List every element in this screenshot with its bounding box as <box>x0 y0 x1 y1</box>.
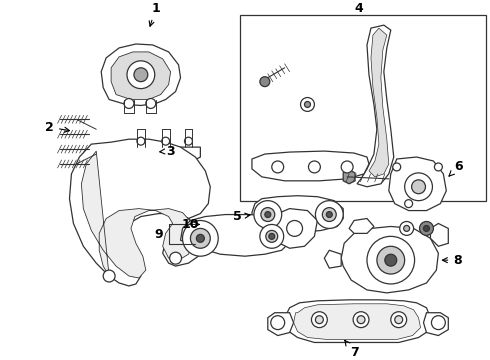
Circle shape <box>196 234 204 242</box>
Polygon shape <box>252 151 369 181</box>
Polygon shape <box>324 250 341 268</box>
Polygon shape <box>101 44 180 105</box>
Text: 5: 5 <box>233 210 250 223</box>
Polygon shape <box>180 215 292 256</box>
Text: 9: 9 <box>154 228 163 241</box>
Circle shape <box>326 212 332 217</box>
Circle shape <box>357 316 365 324</box>
Polygon shape <box>113 147 200 164</box>
Circle shape <box>435 163 442 171</box>
Circle shape <box>322 208 336 221</box>
Text: 6: 6 <box>449 161 463 176</box>
Circle shape <box>419 221 434 235</box>
Polygon shape <box>294 304 420 339</box>
Circle shape <box>170 252 181 264</box>
Polygon shape <box>111 52 171 99</box>
Circle shape <box>266 230 278 242</box>
Circle shape <box>265 212 271 217</box>
Circle shape <box>260 77 270 87</box>
Polygon shape <box>430 224 448 246</box>
Circle shape <box>385 254 397 266</box>
Polygon shape <box>423 313 448 336</box>
Circle shape <box>405 200 413 208</box>
Text: 2: 2 <box>45 121 70 134</box>
Polygon shape <box>357 25 394 187</box>
Circle shape <box>162 137 170 145</box>
Circle shape <box>261 208 275 221</box>
Text: 1: 1 <box>149 2 160 26</box>
Polygon shape <box>389 157 446 211</box>
Circle shape <box>405 173 433 201</box>
Circle shape <box>127 61 155 89</box>
Circle shape <box>312 312 327 328</box>
Polygon shape <box>252 196 343 233</box>
Text: 8: 8 <box>442 254 462 267</box>
Circle shape <box>185 137 193 145</box>
Circle shape <box>395 316 403 324</box>
Polygon shape <box>285 300 430 342</box>
Circle shape <box>309 161 320 173</box>
Circle shape <box>391 312 407 328</box>
Circle shape <box>316 201 343 229</box>
Polygon shape <box>341 226 439 293</box>
Polygon shape <box>268 313 294 336</box>
Circle shape <box>423 225 429 231</box>
Polygon shape <box>343 170 355 184</box>
Text: 4: 4 <box>355 2 364 15</box>
Circle shape <box>367 237 415 284</box>
Circle shape <box>137 137 145 145</box>
Circle shape <box>404 225 410 231</box>
Circle shape <box>412 180 425 194</box>
Circle shape <box>400 221 414 235</box>
Text: 10: 10 <box>182 218 199 231</box>
Polygon shape <box>70 139 210 286</box>
Text: 7: 7 <box>345 341 359 359</box>
Circle shape <box>316 316 323 324</box>
Text: 3: 3 <box>160 145 175 158</box>
Circle shape <box>304 102 311 107</box>
Circle shape <box>393 163 401 171</box>
Polygon shape <box>369 28 389 177</box>
Circle shape <box>134 68 148 82</box>
Bar <box>240 15 486 201</box>
Circle shape <box>191 229 210 248</box>
Circle shape <box>146 99 156 108</box>
Circle shape <box>271 316 285 330</box>
Polygon shape <box>349 219 374 233</box>
Circle shape <box>103 270 115 282</box>
Circle shape <box>287 220 302 237</box>
Circle shape <box>182 220 218 256</box>
Circle shape <box>254 201 282 229</box>
Circle shape <box>431 316 445 330</box>
Circle shape <box>272 161 284 173</box>
Circle shape <box>341 161 353 173</box>
Polygon shape <box>81 151 195 278</box>
Circle shape <box>269 233 275 239</box>
Polygon shape <box>275 208 318 248</box>
Circle shape <box>377 246 405 274</box>
Circle shape <box>124 99 134 108</box>
Circle shape <box>260 225 284 248</box>
Circle shape <box>353 312 369 328</box>
Circle shape <box>300 98 315 111</box>
